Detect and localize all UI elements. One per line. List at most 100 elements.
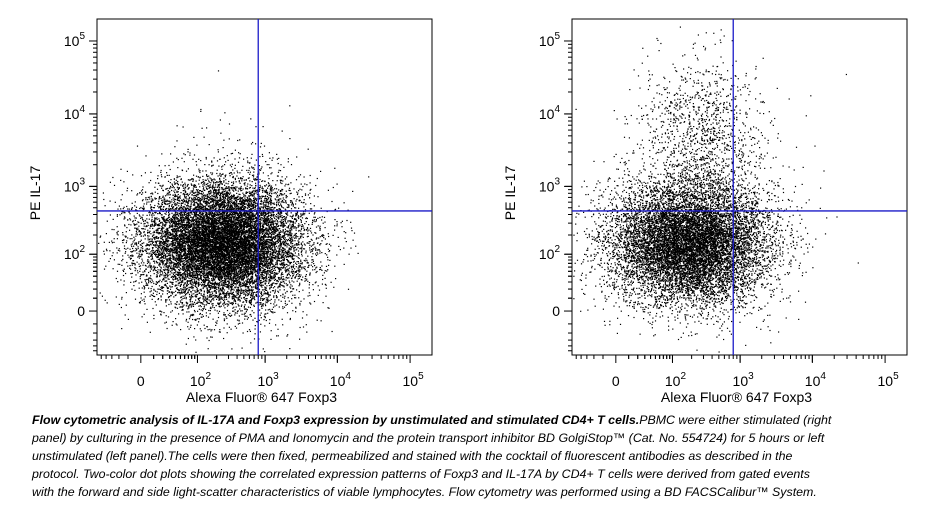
- event-dot: [185, 201, 187, 203]
- event-dot: [325, 284, 327, 286]
- event-dot: [156, 256, 158, 258]
- event-dot: [246, 318, 248, 320]
- event-dot: [207, 245, 209, 247]
- event-dot: [184, 291, 186, 293]
- event-dot: [253, 234, 255, 236]
- event-dot: [247, 252, 249, 254]
- event-dot: [294, 252, 296, 254]
- event-dot: [237, 270, 240, 272]
- event-dot: [237, 263, 240, 265]
- event-dot: [158, 292, 160, 294]
- event-dot: [234, 215, 236, 217]
- event-dot: [221, 235, 223, 237]
- event-dot: [222, 187, 224, 189]
- event-dot: [200, 203, 202, 205]
- event-dot: [207, 206, 209, 208]
- event-dot: [290, 164, 293, 166]
- event-dot: [226, 332, 228, 334]
- event-dot: [129, 265, 131, 267]
- event-dot: [343, 247, 345, 249]
- event-dot: [218, 289, 220, 291]
- event-dot: [294, 294, 296, 296]
- event-dot: [173, 223, 175, 225]
- event-dot: [112, 218, 114, 220]
- event-dot: [236, 192, 238, 194]
- event-dot: [219, 257, 221, 259]
- event-dot: [197, 189, 199, 191]
- event-dot: [214, 192, 216, 194]
- event-dot: [302, 185, 304, 188]
- event-dot: [117, 281, 119, 283]
- event-dot: [267, 297, 269, 299]
- event-dot: [177, 167, 179, 169]
- event-dot: [130, 257, 132, 259]
- event-dot: [283, 258, 285, 260]
- event-dot: [133, 224, 136, 226]
- event-dot: [324, 277, 326, 279]
- event-dot: [156, 291, 158, 293]
- event-dot: [247, 278, 250, 280]
- event-dot: [300, 201, 302, 203]
- event-dot: [237, 237, 239, 239]
- event-dot: [266, 280, 268, 282]
- event-dot: [238, 193, 240, 195]
- event-dot: [237, 274, 239, 276]
- event-dot: [136, 212, 138, 214]
- event-dot: [164, 236, 166, 238]
- event-dot: [228, 266, 230, 268]
- event-dot: [135, 243, 137, 245]
- event-dot: [183, 235, 185, 237]
- event-dot: [175, 221, 177, 223]
- event-dot: [288, 244, 290, 246]
- event-dot: [289, 228, 291, 230]
- event-dot: [213, 157, 215, 159]
- event-dot: [252, 176, 255, 178]
- event-dot: [236, 312, 238, 314]
- event-dot: [258, 187, 260, 189]
- event-dot: [238, 276, 240, 278]
- event-dot: [154, 295, 156, 298]
- event-dot: [253, 291, 255, 293]
- event-dot: [247, 198, 249, 200]
- event-dot: [150, 193, 152, 195]
- event-dot: [217, 279, 220, 281]
- event-dot: [284, 302, 286, 304]
- event-dot: [241, 223, 243, 225]
- event-dot: [250, 313, 252, 316]
- event-dot: [240, 310, 242, 312]
- event-dot: [235, 203, 237, 206]
- event-dot: [263, 233, 265, 235]
- event-dot: [184, 190, 186, 192]
- event-dot: [302, 326, 305, 328]
- event-dot: [220, 255, 222, 257]
- event-dot: [200, 293, 202, 295]
- event-dot: [275, 193, 277, 195]
- event-dot: [194, 290, 196, 292]
- event-dot: [211, 172, 214, 174]
- event-dot: [220, 260, 222, 262]
- event-dot: [261, 233, 263, 235]
- event-dot: [239, 300, 241, 302]
- event-dot: [190, 324, 192, 326]
- event-dot: [230, 201, 233, 203]
- event-dot: [277, 175, 279, 177]
- event-dot: [222, 204, 224, 206]
- event-dot: [183, 260, 185, 262]
- event-dot: [254, 325, 256, 327]
- event-dot: [248, 329, 251, 331]
- event-dot: [143, 223, 145, 225]
- event-dot: [253, 189, 255, 191]
- event-dot: [261, 257, 263, 259]
- event-dot: [192, 318, 194, 321]
- event-dot: [260, 323, 262, 325]
- event-dot: [265, 309, 267, 311]
- event-dot: [279, 231, 281, 233]
- event-dot: [138, 265, 140, 268]
- event-dot: [122, 258, 124, 260]
- event-dot: [171, 226, 173, 228]
- event-dot: [245, 215, 247, 217]
- event-dot: [262, 270, 264, 272]
- event-dot: [292, 294, 294, 296]
- event-dot: [298, 297, 300, 299]
- event-dot: [222, 265, 224, 267]
